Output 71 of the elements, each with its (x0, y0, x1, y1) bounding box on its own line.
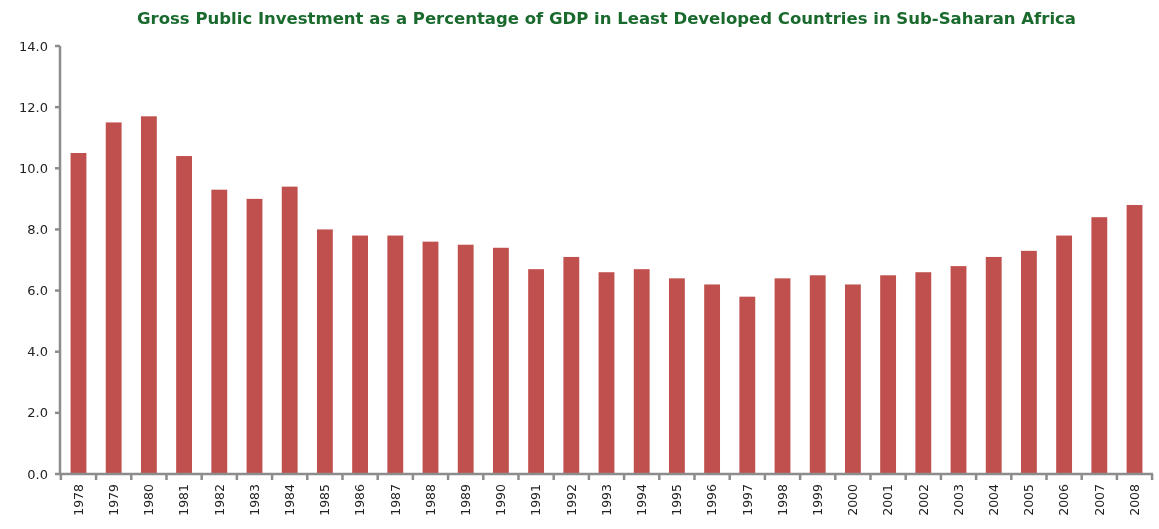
bar (492, 247, 509, 474)
bar (598, 272, 615, 474)
y-tick-label: 2.0 (27, 405, 48, 421)
bar (985, 256, 1002, 474)
x-tick-label: 1995 (669, 484, 685, 516)
bar (528, 269, 545, 474)
y-tick-label: 12.0 (19, 99, 48, 115)
x-tick-label: 1992 (563, 484, 579, 516)
x-tick-label: 2000 (845, 483, 861, 516)
bar (105, 122, 122, 474)
x-tick-label: 1988 (422, 483, 438, 516)
bar (422, 241, 439, 474)
bar (950, 266, 967, 474)
x-tick-label: 1979 (106, 483, 122, 516)
bar (809, 275, 826, 474)
bar (246, 198, 263, 474)
x-tick-label: 1996 (704, 483, 720, 516)
y-tick-label: 0.0 (27, 466, 48, 482)
bar (352, 235, 369, 474)
bar (281, 186, 298, 474)
x-tick-label: 2004 (986, 483, 1002, 516)
bar (1021, 250, 1037, 474)
bar (1091, 217, 1108, 474)
bar (70, 153, 87, 474)
y-tick-label: 8.0 (27, 221, 48, 237)
bar (563, 256, 580, 474)
x-tick-label: 2003 (950, 484, 966, 516)
x-tick-label: 2005 (1021, 484, 1037, 516)
x-tick-label: 2007 (1091, 484, 1107, 516)
bar (387, 235, 404, 474)
y-tick-label: 14.0 (19, 38, 48, 54)
bar (668, 278, 685, 474)
bar (844, 284, 861, 474)
x-tick-label: 1985 (317, 484, 333, 516)
x-tick-label: 1984 (282, 483, 298, 516)
x-tick-label: 1999 (810, 483, 826, 516)
x-tick-label: 1986 (352, 483, 368, 516)
x-tick-label: 2006 (1056, 483, 1072, 516)
bar (316, 229, 333, 474)
x-tick-label: 1991 (528, 484, 544, 516)
x-tick-label: 2001 (880, 484, 896, 516)
bar (774, 278, 791, 474)
x-tick-label: 2008 (1126, 483, 1142, 516)
y-tick-label: 4.0 (27, 344, 48, 360)
x-tick-label: 1987 (387, 484, 403, 516)
bar (1056, 235, 1073, 474)
bar (739, 296, 756, 474)
x-tick-label: 2002 (915, 484, 931, 516)
bar (457, 244, 474, 474)
y-tick-label: 10.0 (19, 160, 48, 176)
x-tick-label: 1978 (70, 483, 86, 516)
x-tick-label: 1983 (246, 484, 262, 516)
bar (211, 189, 228, 474)
bar (140, 116, 157, 474)
x-tick-label: 1982 (211, 484, 227, 516)
y-tick-label: 6.0 (27, 283, 48, 299)
bar (633, 269, 650, 474)
x-tick-label: 1989 (458, 483, 474, 516)
x-tick-label: 1994 (634, 483, 650, 516)
bar (704, 284, 721, 474)
x-tick-label: 1990 (493, 483, 509, 516)
bar (1126, 204, 1143, 474)
x-tick-label: 1993 (598, 484, 614, 516)
x-tick-label: 1981 (176, 484, 192, 516)
x-tick-label: 1998 (774, 483, 790, 516)
bar (880, 275, 897, 474)
chart-title: Gross Public Investment as a Percentage of GDP in Least Developed Countries in Sub-Saharan Africa (137, 9, 1076, 28)
x-tick-label: 1997 (739, 484, 755, 516)
bar (915, 272, 932, 474)
x-tick-label: 1980 (141, 483, 157, 516)
bar (176, 156, 192, 474)
